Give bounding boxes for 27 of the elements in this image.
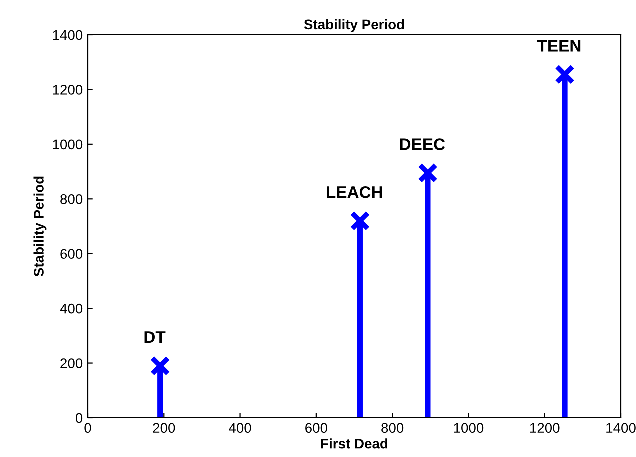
point xyxy=(150,356,170,376)
y-tick-label: 200 xyxy=(60,358,83,368)
x-tick-label: 0 xyxy=(84,423,92,434)
point xyxy=(554,64,576,85)
y-tick-label: 0 xyxy=(76,413,83,424)
x-tick-label: 400 xyxy=(229,423,252,434)
annotation: DT xyxy=(144,332,166,344)
y-tick-label: 600 xyxy=(60,249,83,260)
x-tick-label: 1000 xyxy=(454,423,484,434)
x-tick-label: 1400 xyxy=(606,423,636,434)
x-tick-label: 600 xyxy=(306,423,328,434)
y-tick-label: 1200 xyxy=(53,85,83,95)
annotation: DEEC xyxy=(400,138,446,150)
y-tick-label: 1400 xyxy=(53,30,83,40)
y-tick-label: 400 xyxy=(60,304,83,314)
x-axis-title: First Dead xyxy=(321,438,388,449)
x-tick-label: 800 xyxy=(382,423,404,434)
point xyxy=(350,210,370,232)
y-tick-label: 1000 xyxy=(53,140,83,150)
annotation: TEEN xyxy=(537,40,581,52)
y-axis-title: Stability Period xyxy=(34,176,47,277)
chart-title: Stability Period xyxy=(304,19,404,32)
point xyxy=(418,163,438,184)
x-tick-label: 1200 xyxy=(530,423,560,434)
annotation: LEACH xyxy=(327,186,382,198)
y-tick-label: 800 xyxy=(60,194,83,204)
x-tick-label: 200 xyxy=(153,423,176,434)
